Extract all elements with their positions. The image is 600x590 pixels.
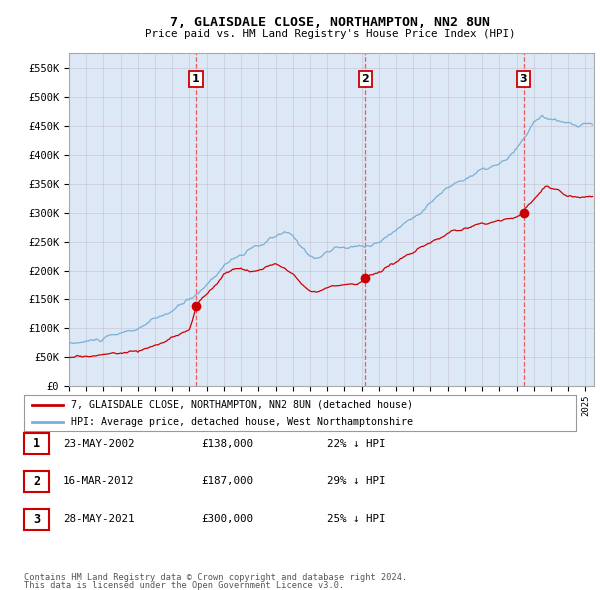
Text: 1: 1 <box>192 74 200 84</box>
Text: 3: 3 <box>33 513 40 526</box>
Text: This data is licensed under the Open Government Licence v3.0.: This data is licensed under the Open Gov… <box>24 581 344 590</box>
Text: 2: 2 <box>361 74 369 84</box>
Text: 23-MAY-2002: 23-MAY-2002 <box>63 439 134 448</box>
Text: 25% ↓ HPI: 25% ↓ HPI <box>327 514 386 524</box>
Text: 2: 2 <box>33 475 40 488</box>
Text: £300,000: £300,000 <box>201 514 253 524</box>
Text: 1: 1 <box>33 437 40 450</box>
Text: 3: 3 <box>520 74 527 84</box>
Text: HPI: Average price, detached house, West Northamptonshire: HPI: Average price, detached house, West… <box>71 417 413 427</box>
Text: 16-MAR-2012: 16-MAR-2012 <box>63 477 134 486</box>
Text: Contains HM Land Registry data © Crown copyright and database right 2024.: Contains HM Land Registry data © Crown c… <box>24 572 407 582</box>
Text: 28-MAY-2021: 28-MAY-2021 <box>63 514 134 524</box>
Text: Price paid vs. HM Land Registry's House Price Index (HPI): Price paid vs. HM Land Registry's House … <box>145 30 515 39</box>
Text: 7, GLAISDALE CLOSE, NORTHAMPTON, NN2 8UN: 7, GLAISDALE CLOSE, NORTHAMPTON, NN2 8UN <box>170 16 490 29</box>
Text: 7, GLAISDALE CLOSE, NORTHAMPTON, NN2 8UN (detached house): 7, GLAISDALE CLOSE, NORTHAMPTON, NN2 8UN… <box>71 400 413 410</box>
Text: 22% ↓ HPI: 22% ↓ HPI <box>327 439 386 448</box>
Text: 29% ↓ HPI: 29% ↓ HPI <box>327 477 386 486</box>
Text: £187,000: £187,000 <box>201 477 253 486</box>
Text: £138,000: £138,000 <box>201 439 253 448</box>
